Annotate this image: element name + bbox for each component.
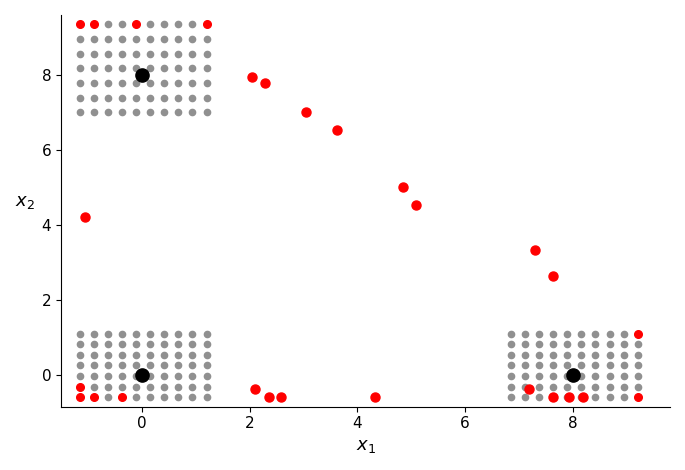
- Y-axis label: $x_2$: $x_2$: [15, 193, 35, 211]
- X-axis label: $x_1$: $x_1$: [356, 437, 375, 455]
